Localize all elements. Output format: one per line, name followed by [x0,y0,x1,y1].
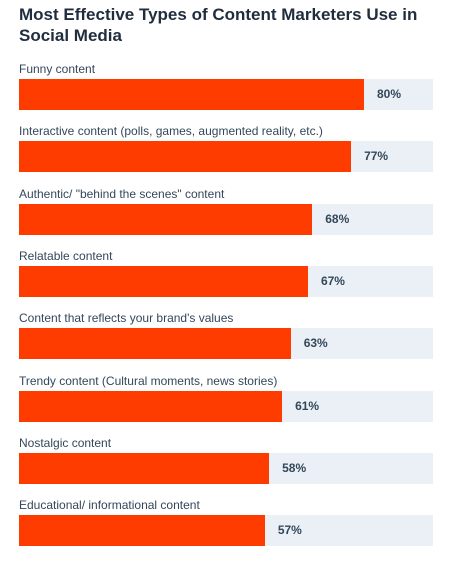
category-label: Trendy content (Cultural moments, news s… [19,373,278,388]
value-label: 77% [364,149,389,164]
value-label: 58% [282,460,307,475]
bar-track: 57% [19,515,433,547]
bar-track: 80% [19,79,433,110]
bar [19,141,352,173]
value-label: 68% [325,211,350,226]
bar [19,515,265,547]
bar-track: 67% [19,265,433,297]
value-label: 67% [320,273,345,288]
bar-track: 58% [19,452,433,484]
bar [19,452,270,484]
bar [19,328,291,360]
bar [19,265,308,297]
category-label: Content that reflects your brand's value… [19,311,234,326]
value-label: 63% [303,336,328,351]
category-label: Interactive content (polls, games, augme… [19,124,323,139]
category-label: Authentic/ "behind the scenes" content [19,186,225,201]
value-label: 57% [277,523,302,538]
bar-track: 77% [19,141,433,173]
category-label: Nostalgic content [19,435,112,450]
bar [19,203,313,235]
bar [19,390,283,422]
chart-title: Most Effective Types of Content Marketer… [19,5,418,45]
category-label: Relatable content [19,248,113,263]
value-label: 80% [377,87,402,101]
category-label: Educational/ informational content [19,498,200,513]
value-label: 61% [295,398,320,413]
category-label: Funny content [19,62,96,76]
bar [19,79,364,110]
bar-track: 63% [19,328,433,360]
bar-track: 61% [19,390,433,422]
bar-track: 68% [19,203,433,235]
